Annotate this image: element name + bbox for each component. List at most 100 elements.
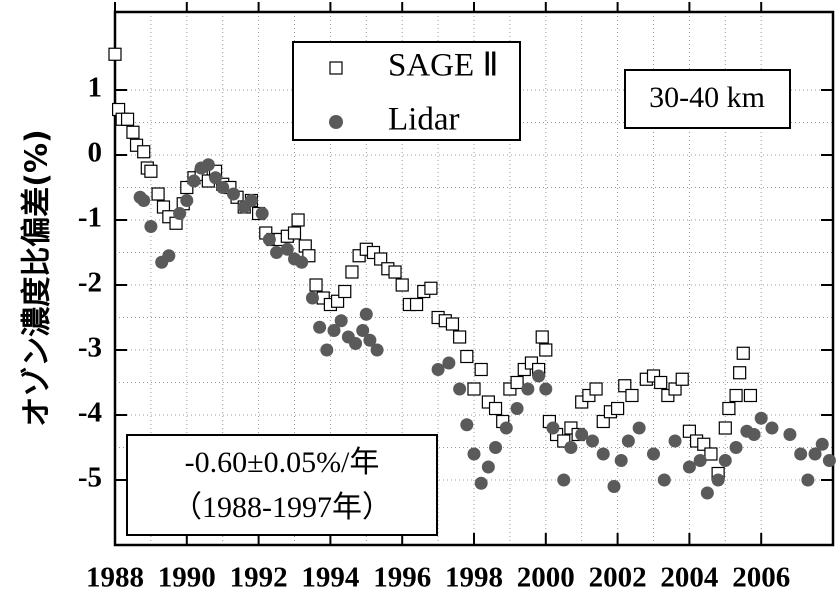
- point: [718, 454, 732, 467]
- point: [453, 382, 467, 396]
- legend-marker: [329, 115, 343, 129]
- point: [481, 460, 495, 474]
- x-tick-label: 1990: [158, 562, 216, 594]
- point: [244, 194, 258, 207]
- point: [722, 401, 736, 416]
- point: [374, 252, 388, 266]
- point: [607, 480, 621, 493]
- point: [216, 181, 230, 194]
- point: [711, 473, 725, 487]
- point: [255, 207, 269, 220]
- point: [334, 314, 348, 328]
- legend-label: Lidar: [388, 102, 459, 138]
- point: [693, 454, 707, 467]
- point: [201, 158, 215, 172]
- point: [262, 233, 276, 246]
- point: [151, 187, 165, 201]
- point: [510, 402, 524, 415]
- point: [657, 473, 671, 487]
- point: [108, 47, 122, 61]
- point: [704, 447, 718, 461]
- point: [575, 428, 589, 441]
- y-tick-label: -3: [78, 332, 102, 364]
- point: [743, 388, 758, 403]
- point: [431, 363, 445, 376]
- point: [453, 330, 467, 344]
- point: [126, 125, 140, 139]
- point: [596, 414, 610, 429]
- point: [395, 278, 409, 292]
- point: [510, 375, 524, 390]
- point: [539, 382, 553, 396]
- point: [822, 454, 836, 467]
- point: [585, 434, 599, 448]
- point: [137, 145, 151, 159]
- point: [546, 421, 560, 435]
- point: [747, 428, 761, 441]
- x-tick-label: 1988: [86, 562, 144, 594]
- point: [801, 473, 815, 487]
- point: [356, 324, 370, 337]
- point: [309, 278, 323, 292]
- point: [682, 460, 696, 474]
- point: [618, 379, 632, 393]
- x-tick-label: 2000: [517, 562, 575, 594]
- point: [445, 317, 460, 331]
- x-tick-label: 1998: [445, 562, 503, 594]
- y-tick-label: -4: [78, 397, 102, 429]
- y-tick-label: 0: [88, 137, 103, 169]
- x-tick-label: 2006: [732, 562, 790, 594]
- point: [144, 164, 158, 178]
- point: [589, 382, 603, 396]
- point: [370, 343, 384, 357]
- point: [564, 441, 578, 454]
- point: [287, 226, 302, 240]
- point: [330, 294, 345, 308]
- point: [187, 174, 201, 188]
- point: [363, 333, 377, 347]
- point: [474, 362, 488, 377]
- x-tick-label: 1992: [230, 562, 288, 594]
- x-tick-label: 1996: [373, 562, 431, 594]
- annotation: -0.60±0.05%/年: [185, 446, 380, 479]
- point: [180, 194, 194, 207]
- point: [521, 382, 535, 396]
- point: [489, 441, 503, 454]
- point: [442, 356, 456, 370]
- point: [291, 213, 305, 227]
- point: [409, 297, 424, 312]
- point: [625, 388, 639, 403]
- point: [682, 424, 697, 438]
- point: [610, 401, 625, 416]
- point: [733, 366, 747, 380]
- point: [173, 207, 187, 220]
- legend-marker: [329, 61, 343, 75]
- point: [808, 447, 822, 461]
- point: [535, 330, 549, 344]
- point: [783, 428, 797, 441]
- point: [338, 284, 352, 299]
- point: [499, 421, 513, 435]
- point: [697, 437, 711, 451]
- point: [320, 343, 334, 357]
- y-tick-label: 1: [88, 72, 103, 104]
- point: [120, 112, 135, 126]
- point: [349, 337, 363, 350]
- point: [474, 476, 488, 490]
- point: [162, 249, 176, 263]
- point: [736, 346, 750, 360]
- point: [718, 421, 732, 435]
- point: [280, 242, 294, 256]
- point: [668, 382, 682, 396]
- point: [488, 401, 503, 416]
- point: [305, 291, 319, 305]
- point: [345, 265, 359, 279]
- y-tick-label: -1: [78, 202, 102, 234]
- point: [424, 281, 438, 295]
- point: [675, 372, 689, 386]
- annotation-box: [624, 69, 791, 129]
- point: [668, 434, 682, 448]
- annotation: 30-40 km: [649, 81, 765, 114]
- point: [632, 421, 646, 435]
